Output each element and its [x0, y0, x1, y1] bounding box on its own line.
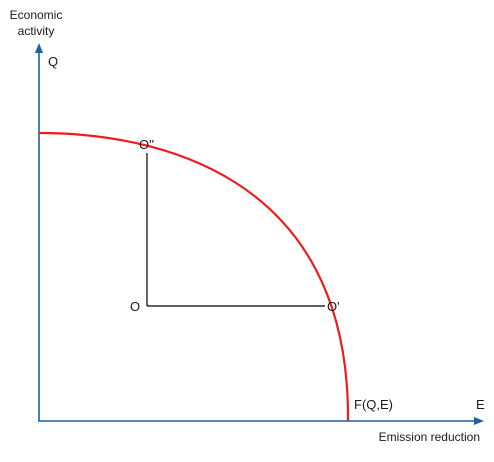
y-axis-title-line1: Economic — [10, 8, 63, 22]
curve-label: F(Q,E) — [354, 397, 393, 412]
point-label-o: O — [130, 299, 140, 314]
point-label-o-double-prime: O'' — [139, 137, 154, 152]
x-axis-symbol: E — [476, 397, 485, 412]
y-axis-symbol: Q — [48, 54, 58, 69]
x-axis-title: Emission reduction — [379, 430, 480, 444]
production-frontier-curve — [38, 131, 350, 422]
y-axis-title-line2: activity — [18, 24, 55, 38]
y-axis-arrowhead — [35, 43, 43, 53]
x-axis-arrowhead — [474, 417, 484, 425]
point-label-o-prime: O' — [327, 299, 340, 314]
